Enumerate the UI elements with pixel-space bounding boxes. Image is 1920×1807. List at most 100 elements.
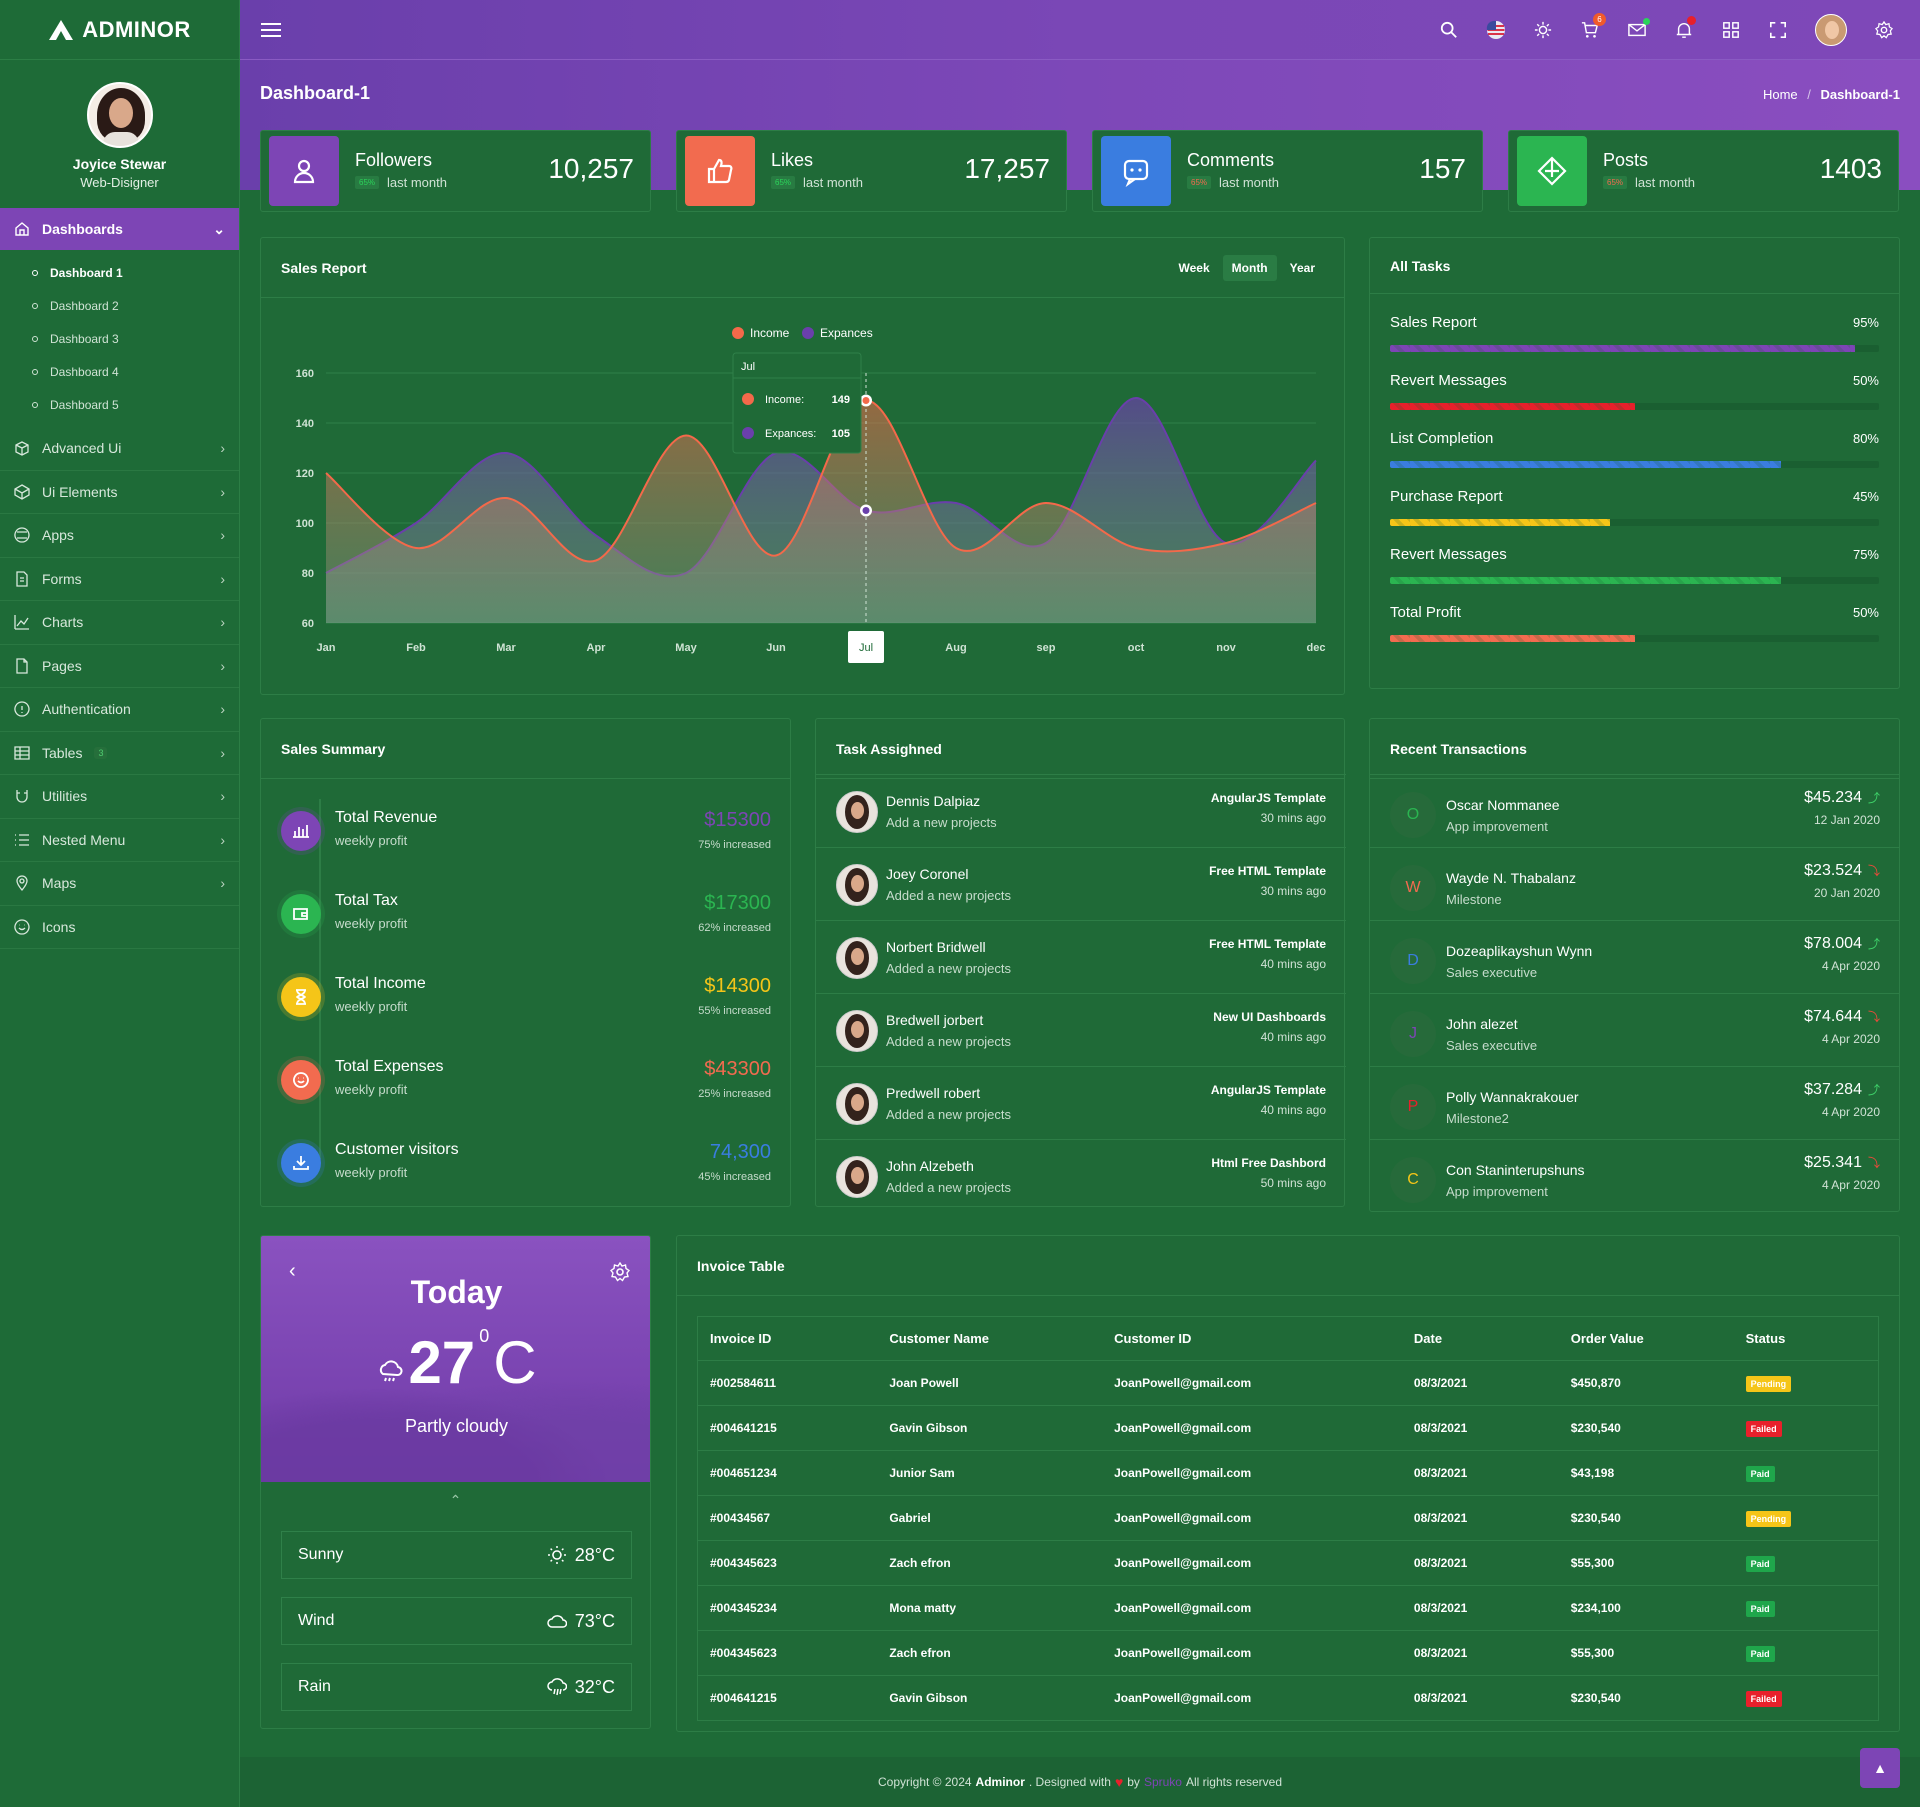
breadcrumb-home[interactable]: Home xyxy=(1762,87,1798,102)
task-description: Added a new projects xyxy=(886,888,1012,903)
settings-gear-icon[interactable] xyxy=(610,1262,630,1282)
tab-year[interactable]: Year xyxy=(1289,260,1315,275)
column-header: Date xyxy=(1401,1316,1559,1361)
task-assigned-item[interactable]: Joey Coronel Added a new projects Free HTM… xyxy=(816,847,1346,920)
back-to-top-button[interactable]: ▲ xyxy=(1860,1748,1900,1788)
table-row[interactable]: #004651234 Junior Sam JoanPowell@gmail.com… xyxy=(697,1450,1879,1496)
table-row[interactable]: #004345623 Zach efron JoanPowell@gmail.com… xyxy=(697,1630,1879,1676)
footer-author-link[interactable]: Spruko xyxy=(1143,1775,1182,1789)
submenu-item-dashboard-4[interactable]: Dashboard 4 xyxy=(0,355,239,388)
bell-icon[interactable] xyxy=(1674,15,1696,40)
submenu-item-dashboard-2[interactable]: Dashboard 2 xyxy=(0,289,239,322)
forecast-label: Sunny xyxy=(298,1546,344,1563)
progress-fill xyxy=(1390,403,1635,410)
task-assigned-item[interactable]: Bredwell jorbert Added a new projects New … xyxy=(816,993,1346,1066)
grid-apps-icon[interactable] xyxy=(1721,20,1741,40)
stat-title: Posts xyxy=(1603,149,1649,170)
submenu-item-dashboard-3[interactable]: Dashboard 3 xyxy=(0,322,239,355)
table-row[interactable]: #004641215 Gavin Gibson JoanPowell@gmail.c… xyxy=(697,1405,1879,1451)
sidebar-item-forms[interactable]: Forms › xyxy=(0,558,239,601)
summary-value: $15300 xyxy=(704,809,771,831)
legend-label[interactable]: Income xyxy=(750,326,790,340)
rain-icon xyxy=(547,1678,567,1696)
bullet-icon xyxy=(32,401,38,408)
progress-track xyxy=(1390,403,1879,410)
stat-sub: last month xyxy=(387,175,447,190)
transaction-amount: $23.524 ⤵ xyxy=(1804,862,1880,880)
transaction-item[interactable]: J John alezet Sales executive $74.644 ⤵ 4 Apr… xyxy=(1370,993,1900,1066)
stat-icon-box xyxy=(269,136,339,206)
mail-icon[interactable] xyxy=(1627,17,1650,40)
transaction-item[interactable]: P Polly Wannakrakouer Milestone2 $37.284 ⤴ 4 … xyxy=(1370,1066,1900,1139)
stat-title: Followers xyxy=(355,149,433,170)
cart-icon[interactable]: 6 xyxy=(1580,12,1606,40)
summary-icon-circle xyxy=(281,977,321,1017)
sidebar-item-charts[interactable]: Charts › xyxy=(0,601,239,645)
menu-toggle-icon[interactable] xyxy=(260,22,282,38)
avatar xyxy=(836,937,878,979)
chevron-left-icon[interactable]: ‹ xyxy=(289,1260,296,1282)
table-cell: 08/3/2021 xyxy=(1401,1540,1559,1586)
sidebar-item-authentication[interactable]: Authentication › xyxy=(0,688,239,732)
tab-week[interactable]: Week xyxy=(1178,260,1210,275)
avatar[interactable] xyxy=(86,82,153,148)
table-cell: Gabriel xyxy=(877,1495,1103,1541)
theme-sun-icon[interactable] xyxy=(1533,20,1553,40)
settings-gear-icon[interactable] xyxy=(1874,20,1894,40)
summary-note: 75% increased xyxy=(698,839,771,851)
sidebar-item-apps[interactable]: Apps › xyxy=(0,514,239,558)
chevron-up-icon[interactable]: ⌃ xyxy=(449,1492,462,1508)
task-label: List Completion xyxy=(1390,430,1494,447)
task-description: Added a new projects xyxy=(886,1107,1012,1122)
table-row[interactable]: #002584611 Joan Powell JoanPowell@gmail.co… xyxy=(697,1360,1879,1406)
tooltip-title: Jul xyxy=(741,361,755,373)
tab-month[interactable]: Month xyxy=(1222,254,1277,281)
task-assigned-item[interactable]: Dennis Dalpiaz Add a new projects AngularJ… xyxy=(816,774,1346,847)
table-row[interactable]: #004345234 Mona matty JoanPowell@gmail.com… xyxy=(697,1585,1879,1631)
transaction-item[interactable]: C Con Staninterupshuns App improvement $25.… xyxy=(1370,1139,1900,1212)
transaction-date: 4 Apr 2020 xyxy=(1821,959,1880,973)
avatar xyxy=(836,791,878,833)
transaction-item[interactable]: D Dozeaplikayshun Wynn Sales executive $78.… xyxy=(1370,920,1900,993)
search-icon[interactable] xyxy=(1439,20,1459,40)
sidebar-item-pages[interactable]: Pages › xyxy=(0,645,239,688)
sidebar-item-maps[interactable]: Maps › xyxy=(0,862,239,906)
table-row[interactable]: #00434567 Gabriel JoanPowell@gmail.com 08/3… xyxy=(697,1495,1879,1541)
x-tick-label: sep xyxy=(1037,642,1056,654)
sidebar-item-utilities[interactable]: Utilities › xyxy=(0,775,239,819)
sales-chart[interactable]: 60 80 100 120 140 160 Jan Feb Mar Apr May Jun Jul Aug… xyxy=(261,298,1346,694)
sidebar-item-dashboards[interactable]: Dashboards ⌄ xyxy=(0,208,239,250)
transaction-date: 4 Apr 2020 xyxy=(1821,1032,1880,1046)
stat-pct: 65% xyxy=(1603,176,1628,189)
transaction-item[interactable]: W Wayde N. Thabalanz Milestone $23.524 ⤵ 20 J… xyxy=(1370,847,1900,920)
footer-brand[interactable]: Adminor xyxy=(975,1775,1025,1789)
stat-card-posts: Posts 65% last month 1403 xyxy=(1508,130,1899,212)
sidebar-item-advanced-ui[interactable]: Advanced Ui › xyxy=(0,427,239,471)
us-flag-icon[interactable] xyxy=(1486,20,1506,40)
transaction-item[interactable]: O Oscar Nommanee App improvement $45.234 ⤴ 12… xyxy=(1370,774,1900,847)
page-title: Dashboard-1 xyxy=(260,83,371,103)
table-row[interactable]: #004345623 Zach efron JoanPowell@gmail.com… xyxy=(697,1540,1879,1586)
sidebar-item-nested-menu[interactable]: Nested Menu › xyxy=(0,819,239,862)
sidebar-item-ui-elements[interactable]: Ui Elements › xyxy=(0,471,239,514)
progress-fill xyxy=(1390,461,1782,468)
user-avatar[interactable] xyxy=(1815,13,1847,46)
card-title: Sales Summary xyxy=(261,719,790,779)
task-assigned-item[interactable]: Norbert Bridwell Added a new projects Free… xyxy=(816,920,1346,993)
tooltip-marker xyxy=(742,427,754,439)
progress-fill xyxy=(1390,345,1855,352)
submenu-item-dashboard-5[interactable]: Dashboard 5 xyxy=(0,388,239,421)
card-title: Task Assighned xyxy=(816,719,1344,779)
submenu-item-dashboard-1[interactable]: Dashboard 1 xyxy=(0,256,239,289)
task-assigned-item[interactable]: John Alzebeth Added a new projects Html Fr… xyxy=(816,1139,1346,1212)
submenu-label: Dashboard 1 xyxy=(50,265,123,280)
brand-logo[interactable]: ADMINOR xyxy=(0,0,239,60)
sidebar-item-tables[interactable]: Tables 3 › xyxy=(0,732,239,775)
sidebar-item-icons[interactable]: Icons xyxy=(0,906,239,949)
legend-label[interactable]: Expances xyxy=(820,326,873,340)
stat-icon-box xyxy=(1517,136,1587,206)
task-assigned-item[interactable]: Predwell robert Added a new projects Angul… xyxy=(816,1066,1346,1139)
fullscreen-icon[interactable] xyxy=(1768,20,1788,40)
time-ago: 30 mins ago xyxy=(1260,811,1326,825)
table-row[interactable]: #004641215 Gavin Gibson JoanPowell@gmail.c… xyxy=(697,1675,1879,1721)
